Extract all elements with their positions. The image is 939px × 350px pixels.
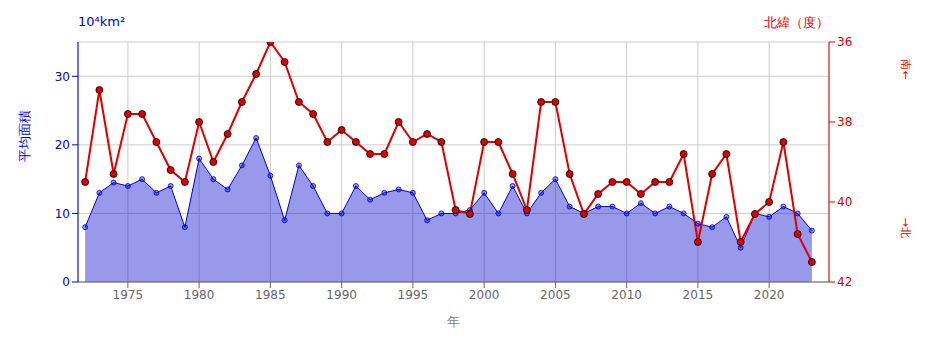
svg-text:42: 42: [837, 275, 852, 289]
svg-text:10: 10: [55, 207, 70, 221]
svg-text:1975: 1975: [113, 288, 144, 302]
svg-text:2020: 2020: [754, 288, 785, 302]
svg-text:平均面積: 平均面積: [17, 110, 32, 162]
svg-text:1980: 1980: [184, 288, 215, 302]
svg-text:20: 20: [55, 138, 70, 152]
html-text:10⁴km²: 10⁴km²: [78, 14, 126, 29]
svg-text:年: 年: [447, 314, 460, 329]
svg-text:30: 30: [55, 70, 70, 84]
html-text:北緯（度）: 北緯（度）: [764, 15, 829, 30]
svg-text:2005: 2005: [540, 288, 571, 302]
svg-text:1995: 1995: [398, 288, 429, 302]
svg-text:38: 38: [837, 115, 852, 129]
svg-text:1990: 1990: [326, 288, 357, 302]
html-text:南←: 南←: [898, 59, 912, 80]
svg-text:2015: 2015: [683, 288, 714, 302]
svg-text:1985: 1985: [255, 288, 286, 302]
svg-text:0: 0: [62, 275, 70, 289]
svg-text:2010: 2010: [611, 288, 642, 302]
html-text:→北: →北: [898, 217, 912, 238]
svg-text:36: 36: [837, 35, 852, 49]
svg-text:40: 40: [837, 195, 852, 209]
svg-text:2000: 2000: [469, 288, 500, 302]
